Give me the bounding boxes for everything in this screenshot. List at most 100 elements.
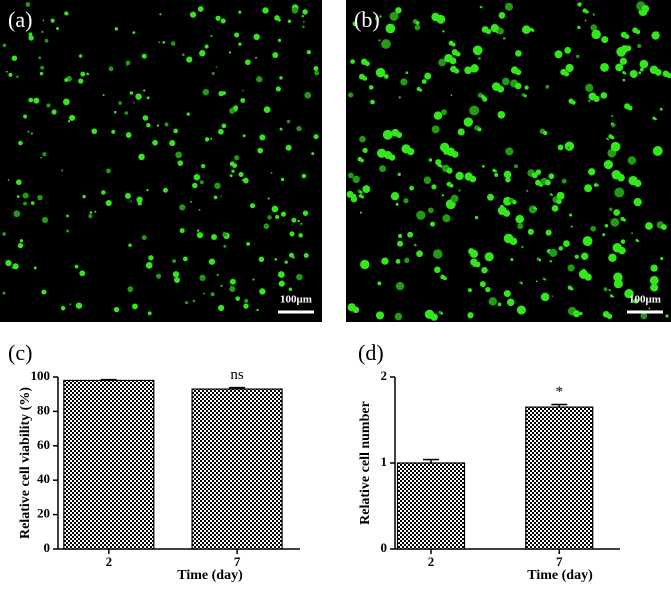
- cell: [28, 97, 34, 103]
- cell: [477, 127, 482, 132]
- cell: [186, 56, 193, 63]
- cell: [502, 36, 506, 40]
- cell: [215, 66, 218, 68]
- cell: [17, 242, 24, 249]
- cell: [127, 286, 134, 293]
- cell: [162, 41, 166, 44]
- cell: [298, 233, 303, 238]
- cell: [395, 281, 405, 291]
- panel-label: (c): [8, 340, 32, 365]
- cell: [427, 207, 434, 214]
- y-tick-label: 1: [381, 454, 388, 469]
- cell: [242, 134, 246, 138]
- cell: [352, 306, 360, 314]
- cell: [20, 16, 23, 19]
- cell: [274, 258, 278, 261]
- cell: [302, 20, 305, 23]
- scale-bar-label: 100μm: [629, 294, 661, 306]
- cell: [481, 266, 488, 274]
- cell: [581, 268, 587, 274]
- cell: [106, 168, 111, 174]
- cell: [25, 2, 31, 7]
- cell: [554, 50, 563, 59]
- cell: [379, 165, 387, 173]
- cell: [564, 71, 570, 77]
- cell: [297, 219, 300, 223]
- cell: [503, 290, 511, 298]
- cell: [262, 7, 269, 14]
- cell: [50, 18, 55, 23]
- cell: [193, 173, 201, 181]
- cell: [545, 84, 550, 89]
- cell: [146, 96, 150, 100]
- cell: [63, 98, 70, 106]
- cell: [128, 243, 132, 248]
- cell: [169, 140, 176, 147]
- cell: [480, 94, 485, 99]
- cell: [535, 280, 538, 283]
- cell: [304, 91, 312, 99]
- cell: [558, 246, 564, 251]
- cell: [661, 224, 667, 231]
- cell: [656, 31, 659, 34]
- cell: [650, 264, 658, 272]
- cell: [438, 58, 446, 67]
- cell: [613, 209, 621, 216]
- cell: [186, 112, 190, 116]
- cell: [173, 276, 180, 284]
- cell: [11, 55, 18, 61]
- cell: [118, 101, 122, 105]
- cell: [600, 92, 608, 99]
- cell: [620, 239, 626, 244]
- cell: [535, 207, 538, 211]
- cell: [624, 288, 634, 299]
- y-tick-label: 80: [37, 402, 50, 417]
- cell: [431, 184, 437, 190]
- cell: [142, 89, 146, 92]
- y-tick-label: 60: [37, 437, 50, 452]
- x-tick-label: 2: [428, 554, 435, 569]
- cell: [229, 161, 235, 167]
- cell: [603, 159, 613, 170]
- cell: [198, 208, 201, 211]
- cell: [352, 175, 360, 184]
- cell: [497, 302, 502, 307]
- micrograph: (a) 100μm: [0, 0, 322, 322]
- cell: [497, 110, 506, 119]
- cell: [613, 272, 623, 282]
- cell: [229, 174, 233, 178]
- cell: [228, 51, 232, 54]
- cell: [242, 177, 249, 184]
- cell: [132, 303, 138, 310]
- cell: [610, 141, 621, 152]
- panel-label: (a): [8, 7, 32, 32]
- cell: [442, 30, 445, 33]
- cell: [375, 67, 386, 78]
- cell: [291, 217, 297, 223]
- cell: [631, 232, 633, 235]
- cell: [514, 82, 522, 90]
- cell: [190, 200, 192, 203]
- cell: [220, 195, 223, 197]
- cell: [627, 156, 637, 165]
- cell: [311, 152, 315, 156]
- cell: [64, 78, 69, 82]
- bar: [396, 462, 466, 550]
- cell: [182, 256, 188, 262]
- cell: [639, 67, 644, 72]
- cell: [576, 54, 580, 59]
- cell: [258, 256, 265, 263]
- cell: [524, 85, 529, 90]
- cell: [431, 125, 440, 134]
- cell: [7, 179, 10, 181]
- cell: [203, 292, 205, 295]
- cell: [517, 223, 524, 230]
- cell: [570, 225, 573, 228]
- cell: [246, 241, 251, 246]
- cell: [89, 211, 93, 214]
- cell: [146, 189, 149, 192]
- cell: [306, 50, 311, 55]
- cell: [450, 194, 459, 203]
- cell: [141, 53, 147, 59]
- cell: [278, 280, 285, 287]
